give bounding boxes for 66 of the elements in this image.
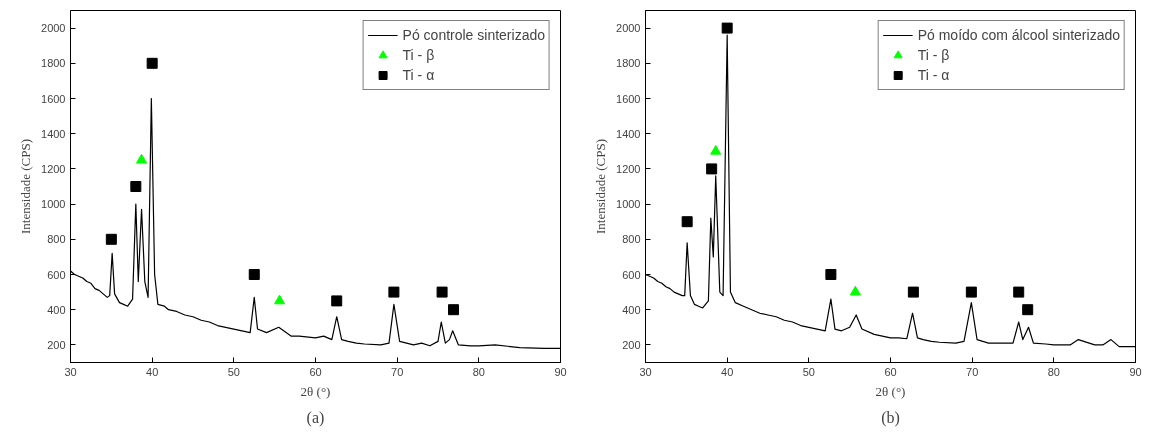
y-tick-label: 800: [47, 233, 66, 246]
y-tick-label: 1200: [41, 162, 66, 175]
point: [136, 153, 148, 164]
text: (b): [881, 408, 900, 427]
y-tick-label: 1800: [41, 57, 66, 70]
y-tick-label: 2000: [616, 22, 641, 35]
y-tick-label: 1400: [616, 127, 641, 140]
y-tick-label: 400: [622, 303, 641, 316]
point: [1013, 286, 1025, 298]
point: [706, 163, 718, 175]
x-tick-label: 80: [472, 365, 485, 378]
legend-label: Ti - β: [402, 47, 435, 63]
legend-label: Ti - α: [917, 67, 950, 83]
x-tick-label: 50: [227, 365, 240, 378]
y-tick-label: 200: [47, 338, 66, 351]
y-tick-label: 1400: [41, 127, 66, 140]
y-tick-label: 1600: [41, 92, 66, 105]
point: [105, 233, 117, 245]
legend-label: Ti - β: [917, 47, 950, 63]
x-tick-label: 40: [721, 365, 734, 378]
y-tick-label: 800: [622, 233, 641, 246]
x-tick-label: 80: [1047, 365, 1060, 378]
legend-label: Pó controle sinterizado: [402, 27, 545, 43]
point: [1022, 304, 1034, 316]
point: [130, 181, 142, 192]
x-axis-title: 2θ (°): [300, 383, 331, 399]
x-tick-label: 50: [802, 365, 815, 378]
point: [388, 286, 400, 298]
point: [965, 286, 977, 298]
x-tick-label: 90: [1129, 365, 1142, 378]
y-tick-label: 1800: [616, 57, 641, 70]
y-tick-label: 1200: [616, 162, 641, 175]
x-tick-label: 70: [966, 365, 979, 378]
y-tick-label: 1000: [41, 198, 66, 211]
point: [681, 216, 693, 228]
y-tick-label: 2000: [41, 22, 66, 35]
point: [721, 22, 733, 34]
point: [825, 269, 837, 280]
y-tick-label: 400: [47, 303, 66, 316]
y-tick-label: 1000: [616, 198, 641, 211]
x-tick-label: 40: [146, 365, 159, 378]
legend-label: Ti - α: [402, 67, 435, 83]
y-axis-title: Intensidade (CPS): [18, 139, 34, 234]
y-axis-title: Intensidade (CPS): [593, 139, 609, 234]
y-tick-label: 200: [622, 338, 641, 351]
x-tick-label: 70: [391, 365, 404, 378]
y-tick-label: 600: [47, 268, 66, 281]
x-axis-title: 2θ (°): [875, 383, 906, 399]
legend-label: Pó moído com álcool sinterizado: [917, 27, 1120, 43]
x-tick-label: 30: [639, 365, 652, 378]
point: [248, 269, 260, 280]
point: [274, 294, 286, 305]
x-tick-label: 60: [309, 365, 322, 378]
point: [146, 57, 158, 69]
point: [710, 145, 722, 155]
x-tick-label: 30: [64, 365, 77, 378]
point: [448, 304, 460, 316]
point: [849, 285, 861, 296]
text: (a): [306, 408, 325, 427]
x-tick-label: 90: [554, 365, 567, 378]
point: [907, 286, 919, 298]
y-tick-label: 600: [622, 268, 641, 281]
point: [436, 286, 448, 298]
point: [331, 295, 343, 307]
x-tick-label: 60: [884, 365, 897, 378]
y-tick-label: 1600: [616, 92, 641, 105]
